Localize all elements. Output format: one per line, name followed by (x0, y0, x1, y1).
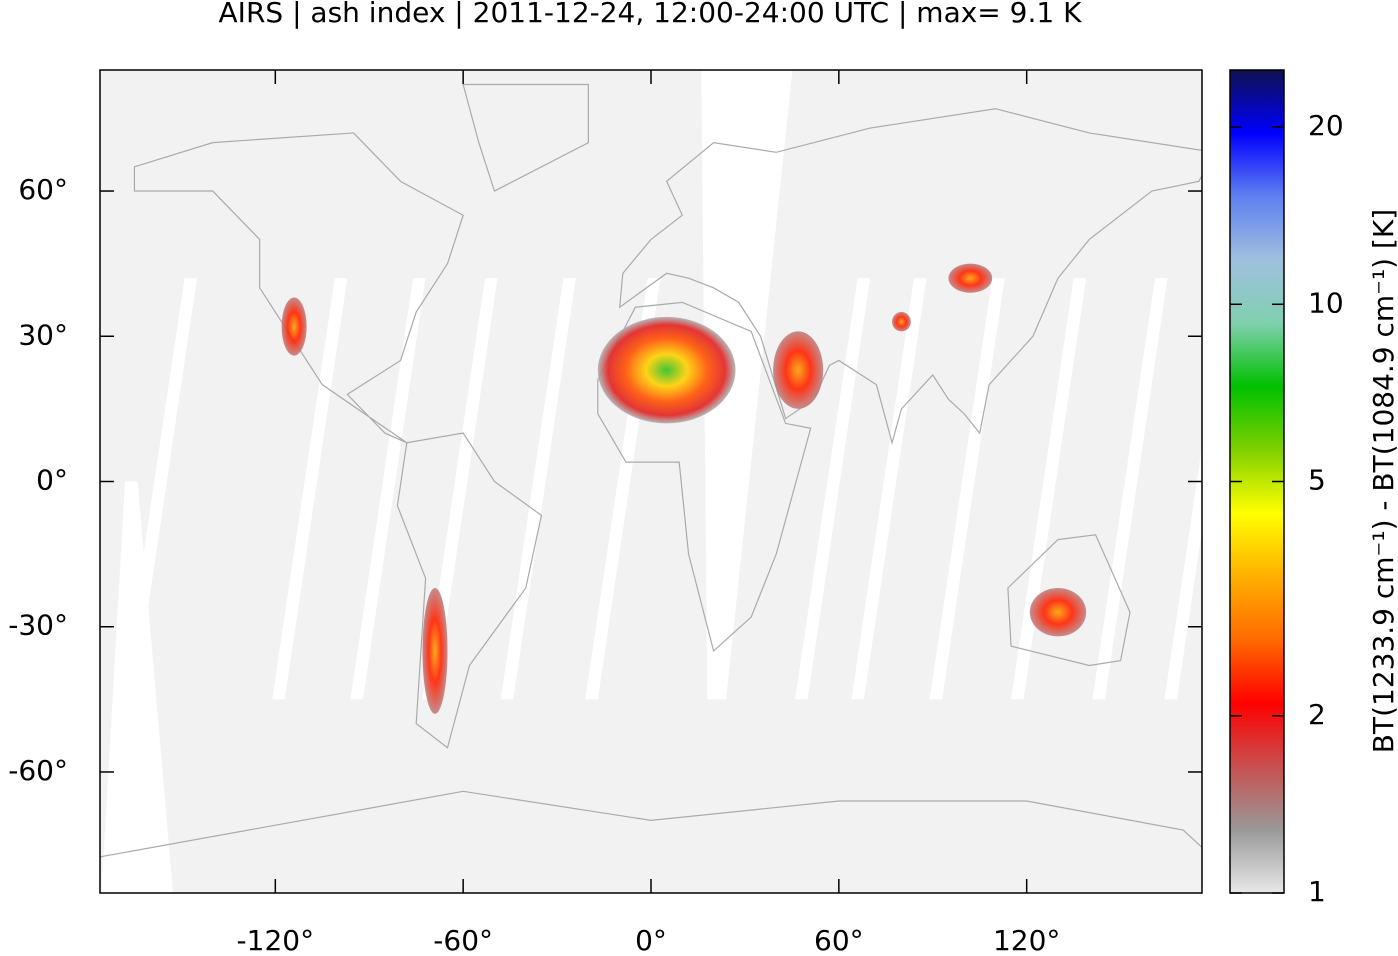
swath-gap (101, 481, 174, 893)
swath-gap (795, 278, 871, 700)
y-tick-label: 60° (18, 173, 68, 206)
colorbar-tick-label: 5 (1308, 464, 1326, 497)
colorbar-label: BT(1233.9 cm⁻¹) - BT(1084.9 cm⁻¹) [K] (1367, 209, 1398, 753)
ash-patch (597, 316, 736, 424)
x-tick-label: -60° (433, 924, 493, 956)
swath-gap (851, 278, 927, 700)
ash-patch (1029, 588, 1087, 637)
colorbar-tick-label: 10 (1308, 286, 1344, 319)
coastline (462, 83, 589, 192)
swath-gap (1011, 278, 1087, 700)
x-tick-label: 120° (993, 924, 1060, 956)
swath-gap (500, 278, 576, 700)
coastline (133, 132, 464, 444)
y-tick-label: 30° (18, 318, 68, 351)
map-area (100, 70, 1202, 893)
ash-patch (892, 312, 911, 332)
swath-gap (422, 278, 498, 700)
coastline (1007, 534, 1131, 667)
colorbar-tick-label: 20 (1308, 109, 1344, 142)
y-tick-label: -30° (8, 609, 68, 642)
swath-gap (272, 278, 348, 700)
y-tick-label: 0° (36, 464, 68, 497)
coastline (396, 432, 543, 749)
colorbar-tick-label: 2 (1308, 698, 1326, 731)
swath-gap (929, 278, 1005, 700)
x-tick-label: 60° (814, 924, 864, 956)
coastline (100, 790, 1202, 858)
x-tick-label: 0° (635, 924, 667, 956)
ash-patch (948, 263, 993, 293)
x-tick-label: -120° (237, 924, 315, 956)
swath-gap (350, 278, 426, 700)
swath-gap (1092, 278, 1168, 700)
chart-title: AIRS | ash index | 2011-12-24, 12:00-24:… (219, 0, 1083, 29)
map-background (100, 70, 1202, 893)
swath-gap (701, 70, 793, 700)
ash-patch (773, 331, 824, 409)
ash-patch (281, 297, 307, 356)
swath-gap (1164, 446, 1202, 700)
y-tick-label: -60° (8, 754, 68, 787)
colorbar-tick-label: 1 (1308, 875, 1326, 908)
ash-patch (422, 588, 448, 714)
coastline (618, 108, 1202, 446)
coastline (597, 301, 812, 653)
